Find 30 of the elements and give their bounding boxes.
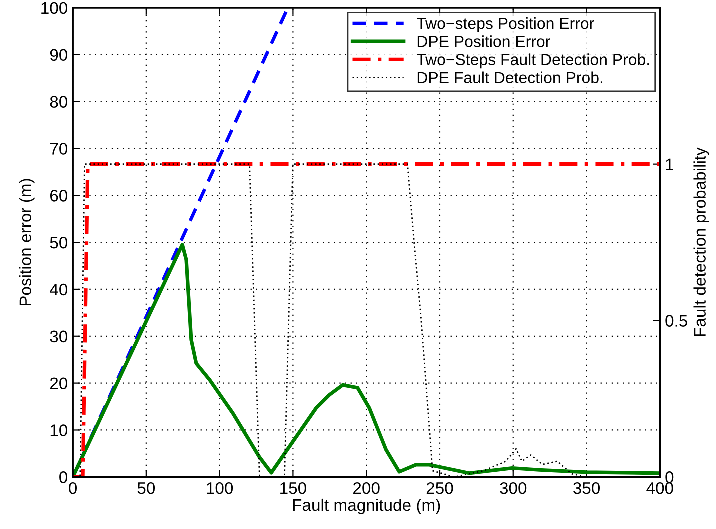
x-tick-label: 250	[426, 482, 454, 494]
y-tick-label: 80	[50, 96, 68, 108]
x-tick-label: 400	[646, 482, 674, 494]
x-tick-label: 200	[354, 482, 380, 494]
legend-label: Two−steps Position Error	[417, 18, 594, 32]
y-tick-label: 70	[50, 143, 68, 155]
y2-tick-label: 0	[666, 472, 674, 484]
y-tick-label: 30	[50, 330, 68, 343]
x-tick-label: 0	[69, 482, 78, 494]
x-axis-title: Fault magnitude (m)	[293, 498, 440, 514]
x-tick-label: 350	[573, 482, 600, 494]
y-tick-label: 10	[50, 424, 68, 436]
y-tick-label: 100	[42, 2, 68, 14]
x-tick-label: 50	[138, 482, 156, 494]
y2-tick-label: 0.5	[666, 315, 688, 327]
legend-label: DPE Position Error	[418, 36, 550, 48]
y-axis-title: Position error (m)	[19, 179, 35, 306]
x-tick-label: 300	[500, 482, 527, 494]
y-tick-label: 0	[60, 472, 68, 484]
y-tick-label: 40	[50, 284, 68, 296]
x-tick-label: 100	[207, 482, 234, 494]
y-tick-label: 90	[50, 49, 68, 62]
y2-axis-title: Fault detection probability	[694, 148, 710, 336]
legend-label: Two−Steps Fault Detection Prob.	[417, 54, 650, 69]
y-tick-label: 50	[50, 236, 68, 249]
x-tick-label: 150	[280, 482, 306, 494]
legend-label: DPE Fault Detection Prob.	[418, 72, 602, 84]
y2-tick-label: 1	[666, 158, 674, 170]
y-tick-label: 60	[50, 190, 68, 202]
y-tick-label: 20	[50, 378, 68, 390]
